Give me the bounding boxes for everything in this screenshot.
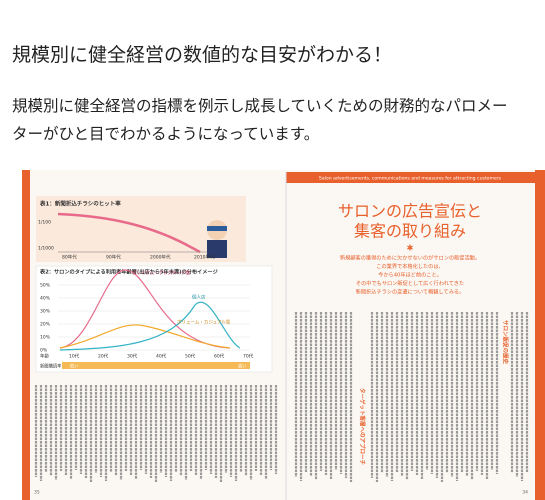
- chart1-y-label: 1/100: [38, 220, 51, 226]
- chart1-curve: [57, 212, 201, 254]
- premium-curve: [59, 269, 231, 349]
- chart1-x-label: 90年代: [106, 254, 121, 261]
- chart2-x-label: 60代: [214, 353, 225, 360]
- person-glasses: [207, 226, 227, 231]
- article-title: 集客の取り組み: [354, 222, 466, 241]
- description-line: 規模別に健全経営の指標を例示し成長していくための財務的なパロメー: [12, 97, 508, 115]
- chart1-x-label: 80年代: [62, 254, 77, 261]
- volume-curve: [59, 324, 231, 349]
- chart2-y-label: 40%: [40, 296, 51, 302]
- chart2-title: 表2：サロンのタイプによる利用者年齢層(出店から5年未満)の分布イメージ: [39, 268, 219, 276]
- header-band: [286, 172, 535, 183]
- lead-line: 新規顧客の獲得のために欠かせないのがサロンの販促活動。: [340, 254, 480, 262]
- series-label: プレミアム・プレステージ型: [132, 270, 191, 277]
- lead-line: この業界で本格化したのは、: [376, 262, 443, 270]
- series-label: 個人店: [192, 294, 206, 301]
- chart1-y-label: 1/1000: [38, 246, 54, 252]
- page-number: 34: [522, 490, 528, 496]
- chart2-x-label: 10代: [69, 353, 80, 360]
- chart2-y-label: 20%: [40, 322, 51, 328]
- ornament: ✱: [407, 244, 414, 253]
- private-curve: [59, 301, 241, 351]
- chart2-y-label: 30%: [40, 309, 51, 315]
- chart2-x-label: 20代: [98, 353, 109, 360]
- left-edge: [22, 170, 30, 500]
- section-heading: ターゲット客層へのアプローチ: [359, 388, 367, 466]
- chart2-x-label: 40代: [156, 353, 167, 360]
- lead-line: 新聞折込チラシの変遷について概観してみる。: [356, 288, 465, 296]
- chart2-y-label: 0%: [40, 348, 48, 354]
- chart1-x-label: 2000年代: [150, 254, 171, 261]
- lead-line: 今から40年ほど前のこと。: [378, 271, 442, 279]
- readership-bar: [62, 362, 250, 369]
- band-text: Salon advertisements, communications and…: [319, 176, 502, 182]
- chart1-x-label: 2010年代: [194, 254, 215, 261]
- readership-low: 低い: [70, 363, 79, 370]
- page-number: 35: [34, 490, 40, 496]
- description-line: ターがひと目でわかるようになっています。: [12, 125, 320, 143]
- lead-line: その中でもサロン販促として広く行われてきた: [356, 279, 464, 287]
- series-label: ボリューム・カジュアル型: [177, 319, 231, 326]
- right-edge: [535, 170, 545, 500]
- chart2-x-label: 年齢: [40, 353, 49, 360]
- chart2-x-label: 30代: [127, 353, 138, 360]
- headline: 規模別に健全経営の数値的な目安がわかる！: [12, 44, 393, 66]
- readership-label: 新聞購読率: [40, 363, 62, 370]
- chart2-x-label: 50代: [185, 353, 196, 360]
- chart2-x-label: 70代: [243, 353, 254, 360]
- chart1-title: 表1：新聞折込チラシのヒット率: [39, 200, 121, 208]
- chart2-y-label: 10%: [40, 335, 51, 341]
- chart2-bg: [35, 265, 273, 373]
- person-body: [207, 240, 227, 258]
- section-heading: サロン販促の歴史: [502, 320, 510, 365]
- chart2-y-label: 50%: [40, 283, 51, 289]
- readership-high: 高い: [238, 363, 247, 370]
- article-title: サロンの広告宣伝と: [338, 202, 482, 221]
